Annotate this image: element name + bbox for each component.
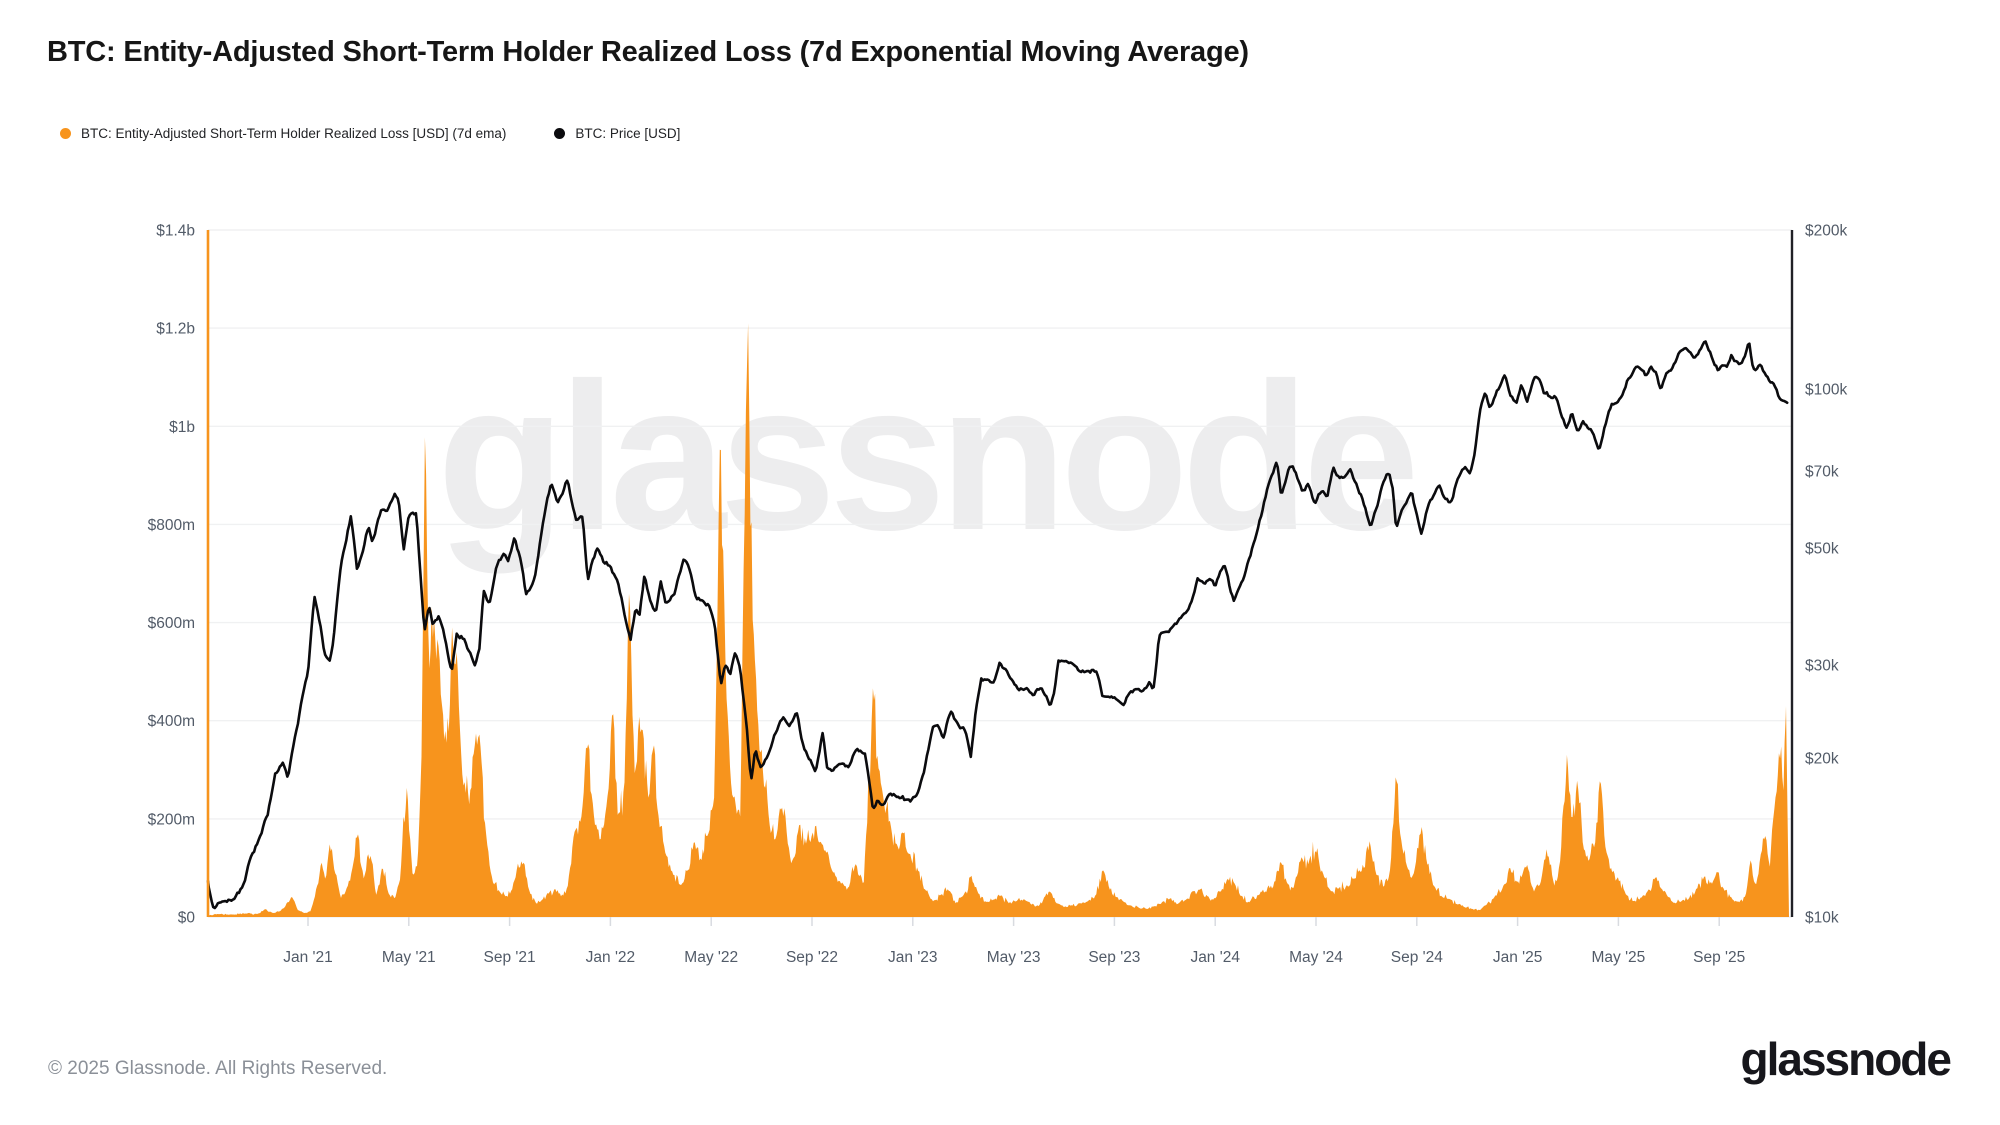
- x-axis-tick-label: Sep '23: [1088, 949, 1140, 966]
- x-axis-tick-label: May '24: [1289, 949, 1343, 966]
- x-axis-tick-label: Jan '23: [888, 949, 938, 966]
- x-axis-tick-label: Jan '21: [283, 949, 333, 966]
- right-axis-tick-label: $70k: [1805, 463, 1839, 480]
- btc-price-line: [206, 340, 1789, 910]
- left-axis-tick-label: $400m: [148, 713, 195, 730]
- left-axis-tick-label: $0: [178, 910, 196, 927]
- chart-legend: BTC: Entity-Adjusted Short-Term Holder R…: [60, 126, 680, 141]
- right-axis-tick-label: $30k: [1805, 658, 1839, 675]
- legend-item-realized-loss: BTC: Entity-Adjusted Short-Term Holder R…: [60, 126, 506, 141]
- right-axis-tick-label: $10k: [1805, 910, 1839, 927]
- right-axis-tick-label: $50k: [1805, 540, 1839, 557]
- x-axis-tick-label: Sep '21: [484, 949, 536, 966]
- x-axis-tick-label: May '22: [684, 949, 738, 966]
- legend-item-price: BTC: Price [USD]: [554, 126, 680, 141]
- realized-loss-area: [208, 323, 1789, 917]
- x-axis-tick-label: Jan '25: [1493, 949, 1543, 966]
- left-axis-tick-label: $1b: [169, 419, 195, 436]
- x-axis-tick-label: Sep '24: [1391, 949, 1443, 966]
- left-axis-tick-label: $1.2b: [156, 321, 195, 338]
- x-tickmarks: [307, 917, 1720, 926]
- right-axis-tick-label: $200k: [1805, 223, 1847, 240]
- legend-label-price: BTC: Price [USD]: [575, 126, 681, 141]
- right-axis-tick-label: $100k: [1805, 381, 1847, 398]
- legend-dot-black-icon: [554, 128, 566, 139]
- left-axis-tick-label: $600m: [148, 615, 195, 632]
- x-axis-tick-label: Jan '24: [1190, 949, 1240, 966]
- x-axis-tick-label: Jan '22: [586, 949, 636, 966]
- x-axis-tick-label: May '23: [987, 949, 1041, 966]
- right-axis-tick-label: $20k: [1805, 751, 1839, 768]
- glassnode-logo: glassnode: [1740, 1033, 1952, 1085]
- left-axis-tick-label: $800m: [148, 517, 195, 534]
- x-axis-tick-label: May '21: [382, 949, 436, 966]
- left-axis-tick-label: $200m: [148, 811, 195, 828]
- x-axis-tick-label: Sep '22: [786, 949, 838, 966]
- legend-dot-orange-icon: [60, 128, 71, 139]
- page-title: BTC: Entity-Adjusted Short-Term Holder R…: [47, 36, 1249, 68]
- left-axis-tick-label: $1.4b: [156, 223, 195, 240]
- copyright-text: © 2025 Glassnode. All Rights Reserved.: [48, 1058, 388, 1079]
- legend-label-realized-loss: BTC: Entity-Adjusted Short-Term Holder R…: [81, 126, 507, 141]
- x-axis-tick-label: May '25: [1592, 949, 1646, 966]
- glassnode-watermark: glassnode: [437, 339, 1420, 574]
- x-axis-tick-label: Sep '25: [1693, 949, 1745, 966]
- axis-labels: $1.4b $1.2b $1b $800m $600m $400m $200m $0 $200k…: [148, 223, 1848, 967]
